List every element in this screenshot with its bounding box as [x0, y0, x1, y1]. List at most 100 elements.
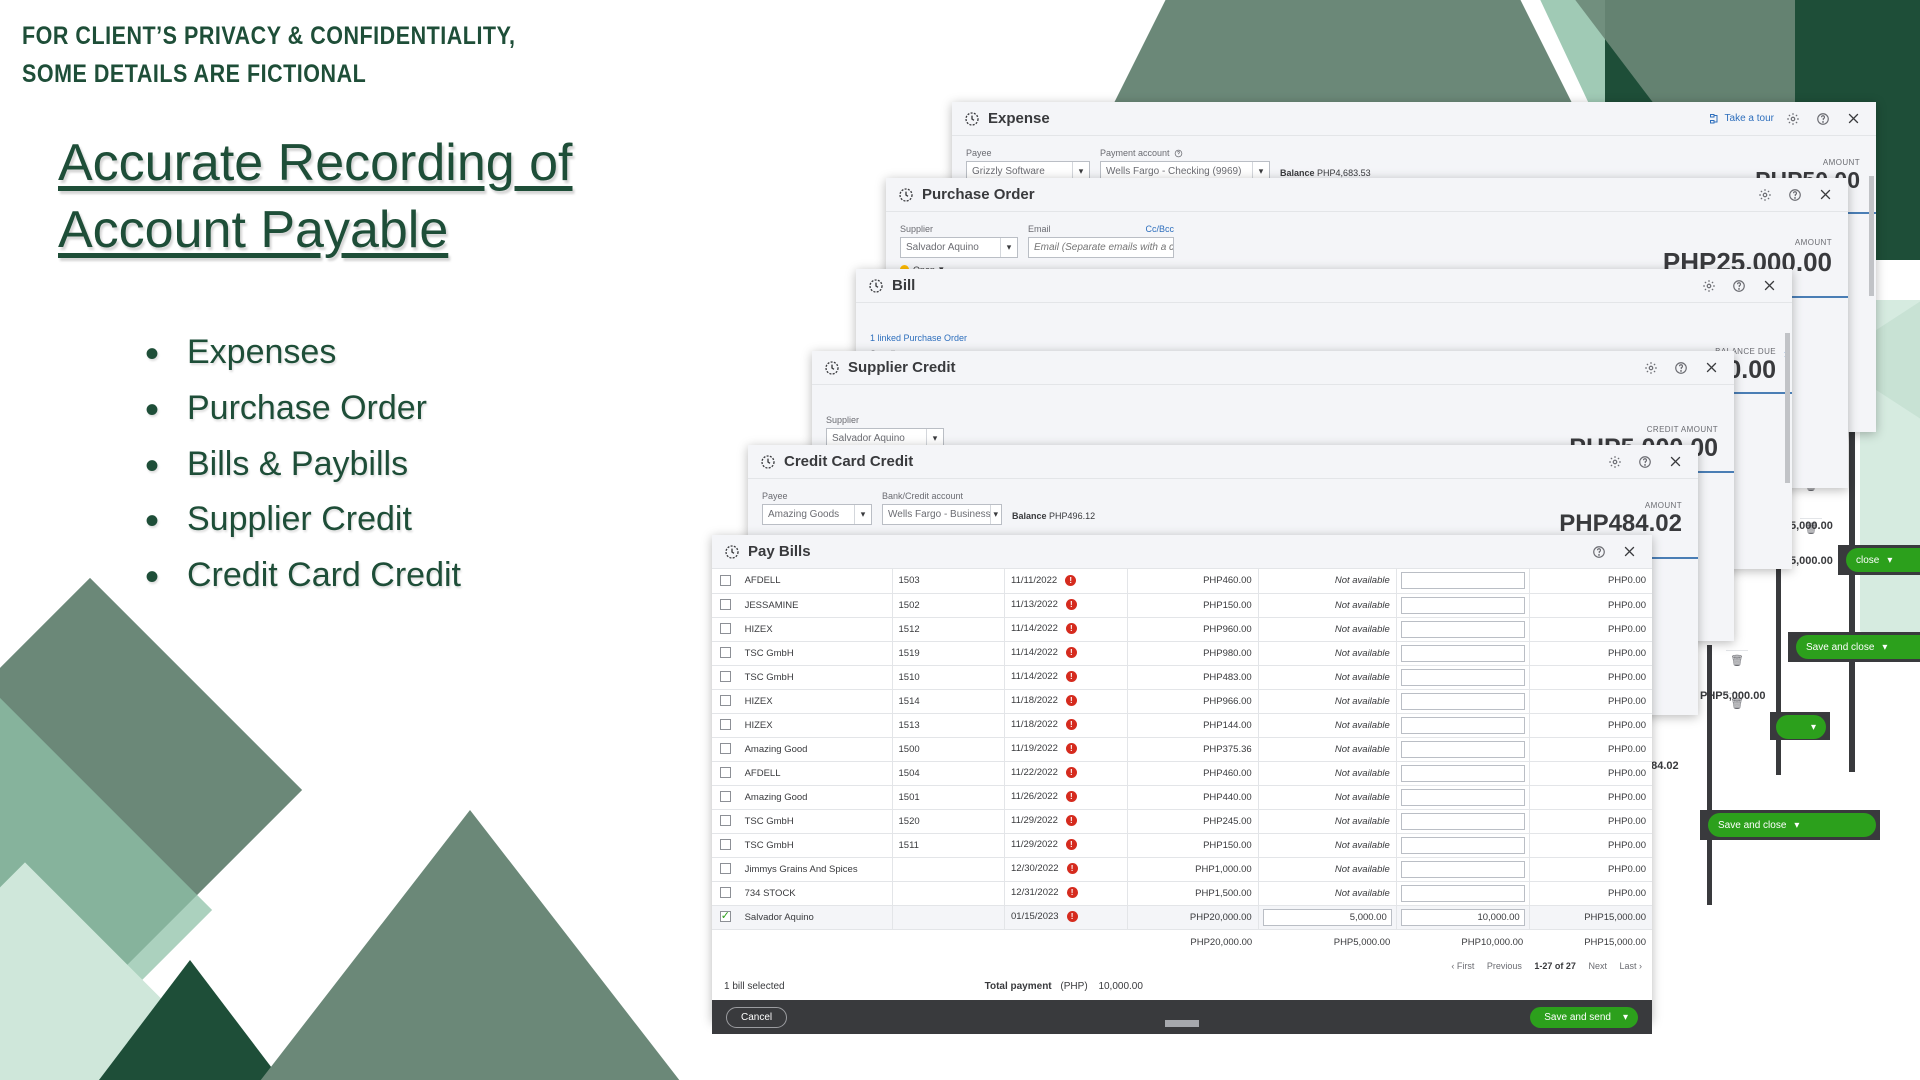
- row-checkbox[interactable]: [719, 695, 731, 707]
- row-checkbox-cell[interactable]: [712, 857, 739, 882]
- cell-payment[interactable]: [1396, 809, 1530, 834]
- pagination-previous[interactable]: Previous: [1486, 961, 1522, 971]
- row-checkbox[interactable]: [719, 719, 731, 731]
- close-icon[interactable]: [1814, 184, 1836, 206]
- row-checkbox-cell[interactable]: [712, 833, 739, 858]
- table-row[interactable]: TSC GmbH 1511 11/29/2022! PHP150.00 Not avai…: [712, 833, 1652, 858]
- row-checkbox-cell[interactable]: [712, 569, 739, 594]
- cell-payment[interactable]: [1396, 905, 1530, 930]
- row-checkbox-cell[interactable]: [712, 713, 739, 738]
- row-checkbox-cell[interactable]: [712, 617, 739, 642]
- supplier-select[interactable]: Salvador Aquino ▾: [900, 237, 1018, 258]
- close-icon[interactable]: [1842, 108, 1864, 130]
- cancel-button[interactable]: Cancel: [726, 1006, 788, 1028]
- table-row[interactable]: TSC GmbH 1520 11/29/2022! PHP245.00 Not avai…: [712, 809, 1652, 834]
- row-checkbox[interactable]: [719, 863, 731, 875]
- payment-amount-input[interactable]: [1400, 908, 1525, 926]
- payment-amount-input[interactable]: [1400, 692, 1525, 710]
- table-row[interactable]: JESSAMINE 1502 11/13/2022! PHP150.00 Not ava…: [712, 593, 1652, 618]
- gear-icon[interactable]: [1782, 108, 1804, 130]
- cell-payment[interactable]: [1396, 617, 1530, 642]
- cell-payment[interactable]: [1396, 593, 1530, 618]
- row-checkbox[interactable]: [719, 887, 731, 899]
- close-icon[interactable]: [1618, 541, 1640, 563]
- payee-select[interactable]: Amazing Goods ▾: [762, 504, 872, 525]
- save-and-send-button[interactable]: Save and send ▾: [1530, 1006, 1638, 1028]
- help-icon[interactable]: [1670, 357, 1692, 379]
- cell-payment[interactable]: [1396, 857, 1530, 882]
- table-row[interactable]: Salvador Aquino01/15/2023!PHP20,000.00PH…: [712, 905, 1652, 930]
- payment-amount-input[interactable]: [1400, 860, 1525, 878]
- payment-amount-input[interactable]: [1400, 812, 1525, 830]
- cell-payment[interactable]: [1396, 737, 1530, 762]
- email-input[interactable]: [1028, 237, 1174, 258]
- gear-icon[interactable]: [1754, 184, 1776, 206]
- payment-amount-input[interactable]: [1400, 620, 1525, 638]
- row-checkbox[interactable]: [719, 767, 731, 779]
- cell-payment[interactable]: [1396, 569, 1530, 594]
- table-row[interactable]: Jimmys Grains And Spices 12/30/2022! PHP1,…: [712, 857, 1652, 882]
- row-checkbox-cell[interactable]: [712, 689, 739, 714]
- credit-applied-input[interactable]: [1262, 908, 1392, 926]
- cell-payment[interactable]: [1396, 785, 1530, 810]
- pagination-last[interactable]: Last ›: [1619, 961, 1642, 971]
- payment-amount-input[interactable]: [1400, 788, 1525, 806]
- close-icon[interactable]: [1664, 451, 1686, 473]
- payment-account-select[interactable]: Wells Fargo - Checking (9969) ▾: [1100, 161, 1270, 182]
- table-row[interactable]: HIZEX 1512 11/14/2022! PHP960.00 Not availab…: [712, 617, 1652, 642]
- cell-payment[interactable]: [1396, 713, 1530, 738]
- save-and-close-button[interactable]: Save and close ▾: [1796, 635, 1920, 659]
- help-icon[interactable]: [1784, 184, 1806, 206]
- payment-amount-input[interactable]: [1400, 668, 1525, 686]
- row-checkbox[interactable]: [719, 623, 731, 635]
- cell-payment[interactable]: [1396, 641, 1530, 666]
- pagination-first[interactable]: ‹ First: [1451, 961, 1475, 971]
- row-checkbox-cell[interactable]: [712, 593, 739, 618]
- close-icon[interactable]: [1700, 357, 1722, 379]
- table-row[interactable]: TSC GmbH 1510 11/14/2022! PHP483.00 Not avai…: [712, 665, 1652, 690]
- row-checkbox-cell[interactable]: [712, 905, 739, 930]
- save-and-close-button[interactable]: ▾: [1776, 715, 1826, 739]
- save-and-close-button[interactable]: close ▾: [1846, 548, 1920, 572]
- pay-bills-window[interactable]: Pay Bills AFDELL 1503 11/11/2022! PHP460.00…: [712, 535, 1652, 1034]
- payment-amount-input[interactable]: [1400, 572, 1525, 590]
- table-row[interactable]: Amazing Good 1501 11/26/2022! PHP440.00 Not …: [712, 785, 1652, 810]
- table-row[interactable]: TSC GmbH 1519 11/14/2022! PHP980.00 Not avai…: [712, 641, 1652, 666]
- row-checkbox[interactable]: [719, 575, 731, 587]
- table-row[interactable]: Amazing Good 1500 11/19/2022! PHP375.36 Not …: [712, 737, 1652, 762]
- gear-icon[interactable]: [1698, 275, 1720, 297]
- table-row[interactable]: AFDELL 1503 11/11/2022! PHP460.00 Not availa…: [712, 569, 1652, 594]
- payment-amount-input[interactable]: [1400, 740, 1525, 758]
- bank-credit-account-select[interactable]: Wells Fargo - Business Card (4338 ▾: [882, 504, 1002, 525]
- cell-credit-applied[interactable]: [1258, 905, 1397, 930]
- payment-amount-input[interactable]: [1400, 644, 1525, 662]
- delete-row-icon[interactable]: 🗑: [1726, 650, 1748, 670]
- cell-payment[interactable]: [1396, 689, 1530, 714]
- gear-icon[interactable]: [1640, 357, 1662, 379]
- row-checkbox[interactable]: [719, 743, 731, 755]
- gear-icon[interactable]: [1604, 451, 1626, 473]
- row-checkbox-cell[interactable]: [712, 641, 739, 666]
- delete-row-icon[interactable]: 🗑: [1800, 518, 1822, 538]
- help-icon[interactable]: [1588, 541, 1610, 563]
- row-checkbox-cell[interactable]: [712, 737, 739, 762]
- row-checkbox[interactable]: [719, 647, 731, 659]
- table-row[interactable]: HIZEX 1513 11/18/2022! PHP144.00 Not availab…: [712, 713, 1652, 738]
- help-icon[interactable]: [1728, 275, 1750, 297]
- row-checkbox[interactable]: [719, 909, 731, 923]
- payment-amount-input[interactable]: [1400, 764, 1525, 782]
- row-checkbox[interactable]: [719, 839, 731, 851]
- delete-row-icon[interactable]: 🗑: [1726, 693, 1748, 713]
- table-row[interactable]: AFDELL 1504 11/22/2022! PHP460.00 Not availa…: [712, 761, 1652, 786]
- row-checkbox[interactable]: [719, 671, 731, 683]
- row-checkbox-cell[interactable]: [712, 785, 739, 810]
- table-row[interactable]: 734 STOCK 12/31/2022! PHP1,500.00 Not avail…: [712, 881, 1652, 906]
- save-and-close-button[interactable]: Save and close ▾: [1708, 813, 1876, 837]
- cell-payment[interactable]: [1396, 833, 1530, 858]
- payment-amount-input[interactable]: [1400, 716, 1525, 734]
- vertical-scrollbar[interactable]: [1785, 333, 1790, 483]
- row-checkbox-cell[interactable]: [712, 881, 739, 906]
- row-checkbox[interactable]: [719, 599, 731, 611]
- payment-amount-input[interactable]: [1400, 836, 1525, 854]
- help-icon[interactable]: [1174, 149, 1183, 158]
